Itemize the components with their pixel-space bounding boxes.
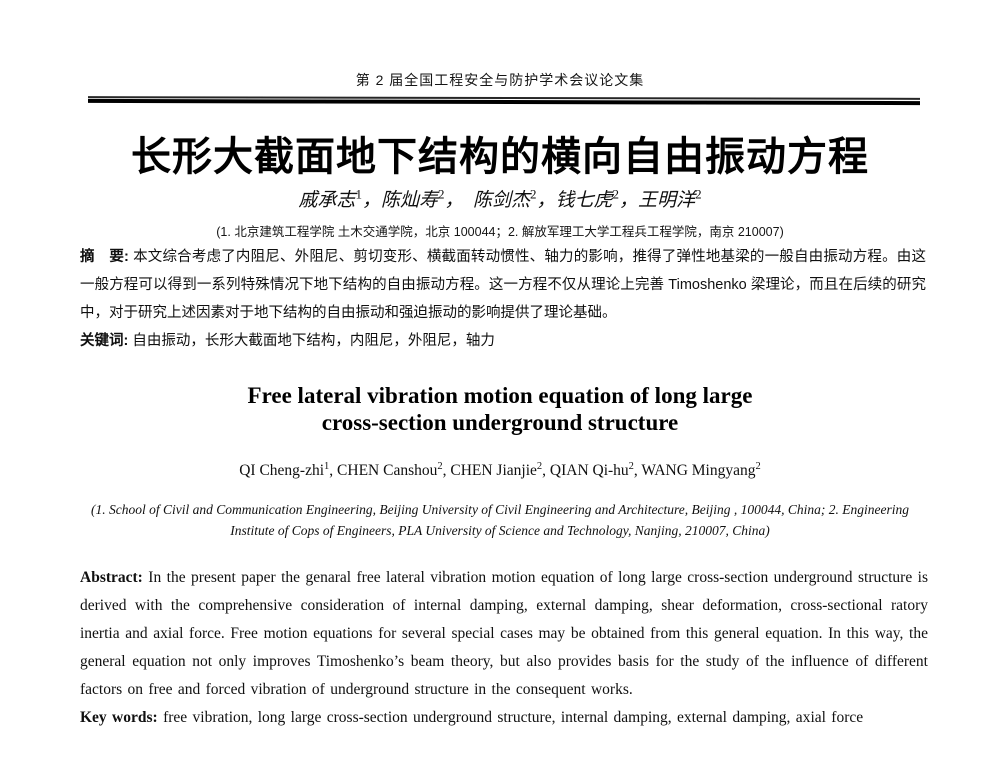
author-name: QI Cheng-zhi bbox=[239, 462, 325, 480]
keywords-paragraph-chinese: 关键词: 自由振动，长形大截面地下结构，内阻尼，外阻尼，轴力 bbox=[80, 327, 926, 355]
author-separator: , bbox=[442, 462, 451, 480]
author-separator: , bbox=[542, 462, 550, 480]
author-name: CHEN Jianjie bbox=[450, 462, 537, 480]
authors-english: QI Cheng-zhi1, CHEN Canshou2, CHEN Jianj… bbox=[0, 461, 1000, 480]
paper-title-english: Free lateral vibration motion equation o… bbox=[0, 382, 1000, 436]
author-affiliation-mark: 2 bbox=[530, 186, 537, 202]
title-english-line2: cross-section underground structure bbox=[321, 410, 679, 435]
abstract-text-english: In the present paper the genaral free la… bbox=[80, 569, 929, 698]
keywords-text-chinese: 自由振动，长形大截面地下结构，内阻尼，外阻尼，轴力 bbox=[132, 333, 495, 349]
author-name: 陈剑杰 bbox=[472, 190, 530, 211]
abstract-label-chinese: 摘 要: bbox=[80, 249, 129, 265]
author-separator: , bbox=[633, 462, 642, 480]
abstract-label-english: Abstract: bbox=[80, 569, 143, 586]
author-name: 王明洋 bbox=[638, 190, 696, 211]
author-name: 陈灿寿 bbox=[380, 190, 438, 211]
author-affiliation-mark: 1 bbox=[355, 186, 362, 202]
affiliation-chinese: (1. 北京建筑工程学院 土木交通学院，北京 100044；2. 解放军理工大学… bbox=[216, 225, 784, 239]
keywords-label-english: Key words: bbox=[80, 709, 158, 726]
author-name: 戚承志 bbox=[298, 190, 356, 211]
author-separator: ， bbox=[444, 190, 473, 211]
author-affiliation-mark: 2 bbox=[437, 186, 445, 202]
author-affiliation-mark: 2 bbox=[536, 461, 543, 472]
author-affiliation-mark: 2 bbox=[755, 461, 761, 472]
proceedings-header: 第 2 届全国工程安全与防护学术会议论文集 bbox=[355, 72, 645, 88]
keywords-label-chinese: 关键词: bbox=[80, 333, 129, 349]
keywords-paragraph-english: Key words: free vibration, long large cr… bbox=[80, 704, 928, 732]
keywords-text-english: free vibration, long large cross-section… bbox=[163, 709, 864, 726]
abstract-text-chinese: 本文综合考虑了内阻尼、外阻尼、剪切变形、横截面转动惯性、轴力的影响，推得了弹性地… bbox=[80, 249, 926, 321]
author-affiliation-mark: 2 bbox=[628, 461, 634, 472]
header-divider-rule bbox=[87, 96, 921, 106]
chinese-abstract-section: 摘 要: 本文综合考虑了内阻尼、外阻尼、剪切变形、横截面转动惯性、轴力的影响，推… bbox=[80, 243, 926, 355]
author-separator: ， bbox=[619, 190, 639, 211]
english-abstract-section: Abstract: In the present paper the genar… bbox=[80, 564, 928, 732]
abstract-paragraph-chinese: 摘 要: 本文综合考虑了内阻尼、外阻尼、剪切变形、横截面转动惯性、轴力的影响，推… bbox=[80, 243, 926, 327]
abstract-paragraph-english: Abstract: In the present paper the genar… bbox=[80, 564, 928, 704]
author-name: 钱七虎 bbox=[555, 190, 613, 211]
author-affiliation-mark: 1 bbox=[324, 461, 330, 472]
author-name: QIAN Qi-hu bbox=[549, 462, 629, 480]
author-name: CHEN Canshou bbox=[337, 462, 438, 480]
author-affiliation-mark: 2 bbox=[612, 186, 620, 202]
author-affiliation-mark: 2 bbox=[437, 461, 443, 472]
paper-title-chinese: 长形大截面地下结构的横向自由振动方程 bbox=[131, 135, 869, 179]
author-separator: ， bbox=[536, 190, 556, 211]
author-separator: , bbox=[329, 462, 338, 480]
author-separator: ， bbox=[361, 190, 381, 211]
author-name: WANG Mingyang bbox=[641, 462, 756, 480]
title-english-line1: Free lateral vibration motion equation o… bbox=[247, 383, 753, 408]
divider-thick-line bbox=[87, 98, 921, 106]
affiliation-english: (1. School of Civil and Communication En… bbox=[90, 502, 909, 538]
authors-chinese: 戚承志1，陈灿寿2， 陈剑杰2，钱七虎2，王明洋2 bbox=[0, 185, 1000, 212]
author-affiliation-mark: 2 bbox=[695, 186, 702, 202]
